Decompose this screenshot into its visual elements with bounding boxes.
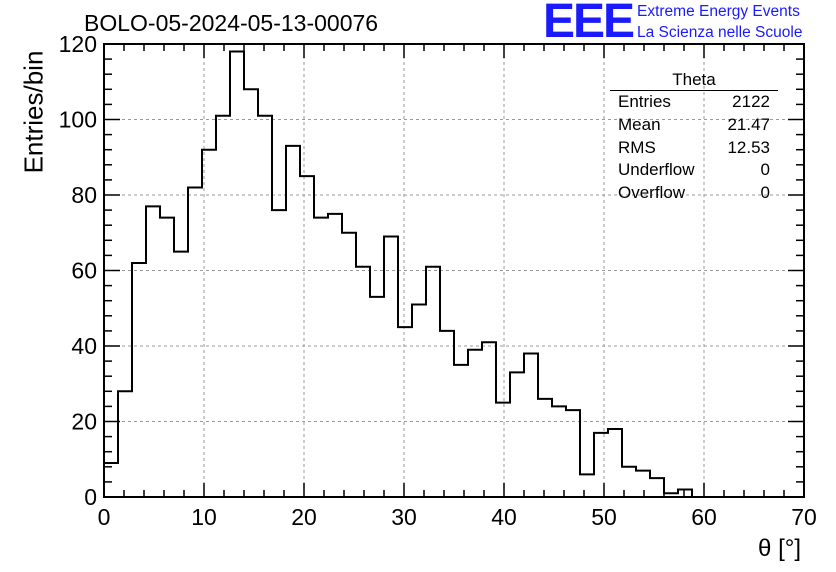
stats-value: 0	[761, 159, 770, 182]
eee-logo: EEE	[543, 0, 633, 46]
y-tick-label: 60	[71, 258, 97, 284]
stats-title: Theta	[610, 70, 778, 91]
logo-text-line2: La Scienza nelle Scuole	[637, 24, 802, 42]
x-axis-label: θ [°]	[758, 535, 801, 563]
stats-row-entries: Entries 2122	[610, 91, 778, 114]
y-axis-label: Entries/bin	[19, 51, 50, 174]
y-tick-label: 0	[84, 484, 97, 510]
stats-label: Underflow	[618, 159, 695, 182]
stats-value: 21.47	[727, 114, 770, 137]
x-tick-label: 0	[98, 504, 111, 530]
stats-label: Overflow	[618, 182, 685, 205]
x-tick-label: 10	[191, 504, 217, 530]
x-tick-label: 40	[491, 504, 517, 530]
stats-box: Theta Entries 2122 Mean 21.47 RMS 12.53 …	[610, 70, 778, 205]
x-tick-label: 50	[591, 504, 617, 530]
chart-title: BOLO-05-2024-05-13-00076	[84, 10, 378, 37]
x-tick-label: 60	[691, 504, 717, 530]
logo-text-line1: Extreme Energy Events	[637, 3, 800, 21]
x-tick-label: 20	[291, 504, 317, 530]
x-tick-label: 70	[791, 504, 817, 530]
stats-row-mean: Mean 21.47	[610, 114, 778, 137]
stats-row-rms: RMS 12.53	[610, 137, 778, 160]
stats-row-overflow: Overflow 0	[610, 182, 778, 205]
stats-value: 0	[761, 182, 770, 205]
stats-value: 2122	[732, 91, 770, 114]
y-tick-label: 20	[71, 409, 97, 435]
x-tick-label: 30	[391, 504, 417, 530]
stats-value: 12.53	[727, 137, 770, 160]
y-tick-label: 100	[59, 107, 97, 133]
stats-label: RMS	[618, 137, 656, 160]
y-tick-label: 40	[71, 333, 97, 359]
stats-row-underflow: Underflow 0	[610, 159, 778, 182]
stats-label: Mean	[618, 114, 661, 137]
stats-label: Entries	[618, 91, 671, 114]
y-tick-label: 80	[71, 182, 97, 208]
